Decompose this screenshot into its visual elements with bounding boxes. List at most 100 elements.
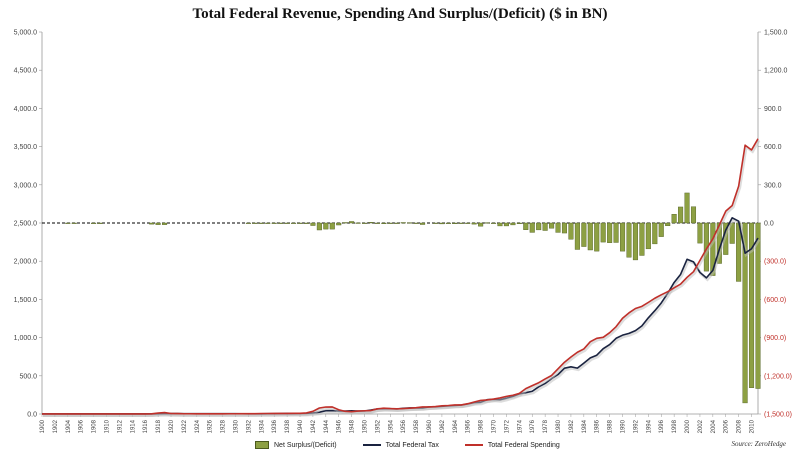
surplus-bar	[749, 222, 755, 388]
surplus-bar	[620, 222, 626, 252]
surplus-bar	[65, 222, 71, 224]
right-tick-label: 900.0	[764, 106, 782, 113]
x-tick-label: 1960	[427, 419, 433, 433]
surplus-bar	[258, 222, 264, 224]
left-tick-label: 3,500.0	[14, 144, 37, 151]
surplus-bar	[574, 222, 580, 250]
surplus-bar	[310, 222, 316, 226]
x-tick-label: 1992	[633, 419, 639, 433]
surplus-bar	[671, 214, 677, 224]
left-tick-label: 0.0	[27, 412, 37, 419]
surplus-bar	[452, 222, 458, 224]
x-tick-label: 1962	[440, 419, 446, 433]
x-tick-label: 1996	[659, 419, 665, 433]
x-tick-label: 1984	[582, 419, 588, 433]
surplus-bar	[162, 222, 168, 225]
x-tick-label: 1902	[53, 419, 59, 433]
surplus-bar	[613, 222, 619, 243]
legend: Net Surplus/(Deficit) Total Federal Tax …	[255, 439, 560, 451]
lines-layer	[42, 138, 761, 417]
surplus-bar	[542, 222, 548, 231]
surplus-bar	[665, 222, 671, 227]
surplus-bar	[678, 206, 684, 224]
legend-swatch-surplus	[255, 441, 269, 449]
surplus-bar	[278, 222, 284, 224]
x-tick-label: 1930	[234, 419, 240, 433]
x-tick-label: 1908	[92, 419, 98, 433]
surplus-bar	[400, 222, 406, 224]
left-tick-label: 2,000.0	[14, 259, 37, 266]
surplus-bar	[374, 222, 380, 224]
surplus-bar	[491, 222, 497, 224]
surplus-bar	[297, 222, 303, 224]
surplus-bar	[510, 222, 516, 226]
x-tick-label: 1954	[388, 419, 394, 433]
x-tick-label: 1988	[608, 419, 614, 433]
left-tick-label: 1,500.0	[14, 297, 37, 304]
x-tick-label: 1968	[479, 419, 485, 433]
surplus-bar	[284, 222, 290, 224]
x-tick-label: 1986	[595, 419, 601, 433]
right-tick-label: 0.0	[764, 221, 774, 228]
surplus-bar	[381, 222, 387, 224]
surplus-bar	[555, 222, 561, 233]
surplus-bar	[607, 222, 613, 243]
x-tick-label: 1916	[143, 419, 149, 433]
x-tick-label: 1928	[221, 419, 227, 433]
x-tick-label: 1956	[401, 419, 407, 433]
left-tick-label: 5,000.0	[14, 30, 37, 37]
left-tick-label: 500.0	[19, 373, 37, 380]
surplus-bar	[420, 222, 426, 225]
right-tick-label: 1,200.0	[764, 68, 787, 75]
x-tick-label: 2002	[698, 419, 704, 433]
labels-layer: 0.0 500.0 1,000.0 1,500.0 2,000.0 2,500.0 3,00…	[14, 30, 792, 434]
x-tick-label: 1920	[169, 419, 175, 433]
surplus-bar	[755, 222, 761, 389]
surplus-bar	[561, 222, 568, 234]
surplus-bar	[536, 222, 542, 231]
surplus-bar	[710, 222, 716, 276]
left-tick-label: 4,500.0	[14, 68, 37, 75]
x-tick-label: 1940	[298, 419, 304, 433]
right-tick-label: 1,500.0	[764, 30, 787, 37]
legend-item-surplus: Net Surplus/(Deficit)	[255, 441, 337, 449]
surplus-bar	[329, 222, 335, 230]
surplus-bar	[245, 222, 251, 224]
x-tick-label: 1900	[40, 419, 46, 433]
x-tick-label: 1904	[66, 419, 72, 433]
x-tick-label: 1974	[517, 419, 523, 433]
x-tick-label: 1914	[130, 419, 136, 433]
surplus-bar	[471, 222, 477, 225]
x-tick-label: 1970	[492, 419, 498, 433]
x-tick-label: 2008	[737, 419, 743, 433]
left-tick-label: 2,500.0	[14, 221, 37, 228]
surplus-bar	[432, 222, 438, 224]
x-tick-label: 1926	[208, 419, 214, 433]
left-tick-label: 1,000.0	[14, 335, 37, 342]
surplus-bar	[407, 222, 413, 224]
spending-line	[42, 138, 759, 415]
x-tick-label: 1982	[569, 419, 575, 433]
surplus-bar	[594, 222, 600, 252]
surplus-bar	[439, 222, 445, 225]
spending-line-shadow	[43, 139, 761, 417]
surplus-bar	[742, 222, 748, 404]
x-tick-label: 1932	[246, 419, 252, 433]
surplus-bar	[523, 222, 529, 230]
surplus-bar	[336, 222, 342, 226]
x-tick-label: 1980	[556, 419, 562, 433]
surplus-bar	[690, 206, 697, 224]
left-tick-label: 3,000.0	[14, 182, 37, 189]
surplus-bar	[265, 222, 271, 224]
legend-label-tax: Total Federal Tax	[385, 441, 439, 449]
right-tick-label: (600.0)	[764, 297, 786, 304]
right-tick-label: (1,200.0)	[764, 373, 792, 380]
x-tick-label: 1990	[621, 419, 627, 433]
surplus-bar	[484, 222, 490, 224]
surplus-bar	[568, 222, 574, 240]
surplus-bar	[458, 222, 464, 224]
surplus-bar	[639, 222, 645, 256]
surplus-bar	[155, 222, 161, 225]
surplus-bar	[252, 222, 258, 224]
